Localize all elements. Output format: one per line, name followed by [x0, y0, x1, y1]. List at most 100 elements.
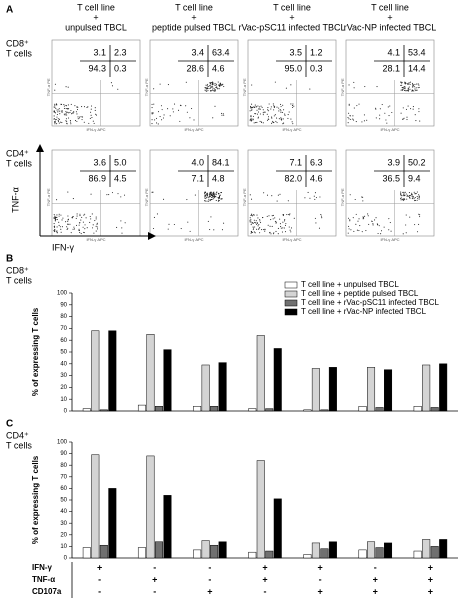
dot — [260, 121, 263, 123]
dot — [279, 103, 282, 105]
dot — [304, 197, 306, 199]
dot — [318, 227, 321, 229]
dot — [417, 197, 419, 199]
dot — [268, 215, 270, 217]
legend-swatch — [284, 299, 298, 307]
dot — [59, 226, 61, 228]
bar — [163, 495, 172, 559]
dot — [67, 111, 69, 113]
dot — [407, 89, 409, 91]
dot — [415, 87, 417, 89]
dot — [207, 83, 209, 85]
dot — [151, 119, 153, 121]
y-tick-label: 30 — [60, 373, 67, 379]
dot — [347, 117, 349, 119]
dot — [406, 198, 408, 200]
dot — [95, 114, 98, 116]
dot — [314, 192, 316, 194]
dot — [413, 198, 415, 200]
dot — [405, 214, 407, 216]
dot — [89, 221, 91, 224]
dot — [220, 198, 222, 200]
dot — [185, 81, 187, 83]
dot — [60, 231, 62, 233]
dot — [405, 232, 407, 234]
dot — [277, 194, 279, 196]
dot — [274, 81, 276, 83]
dot — [281, 111, 284, 113]
dot — [167, 228, 169, 230]
dot — [96, 226, 98, 228]
dot — [315, 197, 317, 199]
dot — [258, 106, 260, 108]
dot — [217, 81, 219, 83]
dot — [169, 115, 171, 117]
dot — [61, 110, 63, 112]
dot — [120, 220, 122, 222]
dot — [262, 122, 264, 124]
arrow-head — [36, 144, 44, 152]
dot — [93, 122, 95, 124]
row-label: CD8⁺ — [6, 38, 29, 48]
dot — [254, 226, 256, 228]
dot — [280, 118, 282, 120]
dot — [56, 116, 58, 118]
dot-cloud — [348, 81, 378, 89]
dot — [268, 110, 270, 112]
dot — [400, 81, 402, 83]
dot — [375, 217, 377, 219]
y-tick-label: 60 — [60, 338, 67, 344]
dot — [67, 220, 69, 222]
dot-cloud — [152, 213, 191, 232]
dot — [255, 122, 257, 124]
dot — [254, 221, 256, 224]
dot — [290, 118, 292, 120]
y-tick-label: 80 — [60, 463, 67, 469]
dot — [255, 223, 258, 225]
dot — [348, 104, 350, 106]
plot-y-label: TNF-α PE — [242, 78, 247, 96]
dot — [54, 123, 56, 125]
dot — [271, 122, 273, 124]
dot — [282, 118, 284, 120]
dot — [292, 103, 294, 105]
marker-sign: + — [428, 586, 433, 596]
dot — [54, 226, 56, 228]
dot — [261, 106, 263, 108]
quadrant-percent: 3.6 — [93, 157, 106, 167]
dot — [57, 111, 59, 113]
dot — [214, 90, 216, 92]
dot — [387, 106, 389, 108]
dot — [70, 232, 72, 234]
dot — [254, 232, 256, 234]
dot-cloud — [349, 194, 364, 202]
dot — [151, 103, 153, 105]
dot — [275, 222, 277, 224]
dot — [270, 108, 272, 110]
dot — [94, 107, 96, 109]
dot — [276, 106, 278, 108]
dot-cloud — [151, 191, 196, 201]
dot — [249, 221, 251, 223]
dot — [53, 223, 55, 225]
dot — [206, 194, 208, 196]
dot — [275, 221, 277, 223]
dot — [282, 227, 284, 229]
dot — [208, 88, 210, 90]
dot — [79, 222, 81, 224]
dot — [69, 120, 71, 122]
dot — [414, 88, 416, 90]
dot — [111, 192, 114, 194]
quadrant-percent: 14.4 — [408, 63, 426, 73]
row-label: T cells — [6, 158, 32, 168]
marker-sign: + — [373, 586, 378, 596]
dot — [58, 122, 60, 124]
dot — [319, 196, 321, 198]
bar — [201, 364, 210, 412]
dot — [209, 87, 212, 89]
dot — [259, 108, 261, 110]
dot — [206, 192, 208, 195]
dot — [54, 215, 56, 217]
dot — [358, 103, 360, 105]
column-header: T cell line — [371, 2, 409, 12]
